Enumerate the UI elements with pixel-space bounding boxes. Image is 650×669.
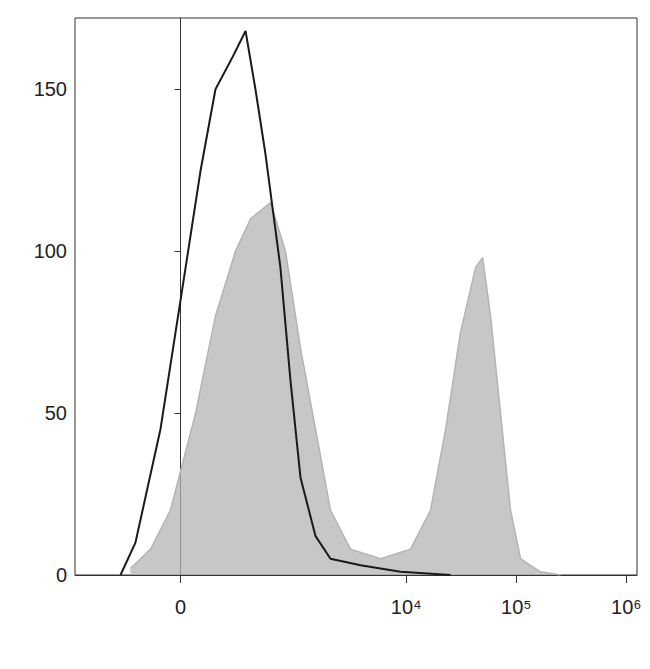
svg-text:10⁴: 10⁴ [391, 596, 422, 618]
svg-text:100: 100 [34, 240, 67, 262]
svg-text:0: 0 [56, 564, 67, 586]
svg-text:10⁶: 10⁶ [611, 596, 641, 618]
svg-text:0: 0 [175, 596, 186, 618]
svg-text:150: 150 [34, 78, 67, 100]
svg-text:10⁵: 10⁵ [501, 596, 532, 618]
svg-text:50: 50 [45, 402, 67, 424]
